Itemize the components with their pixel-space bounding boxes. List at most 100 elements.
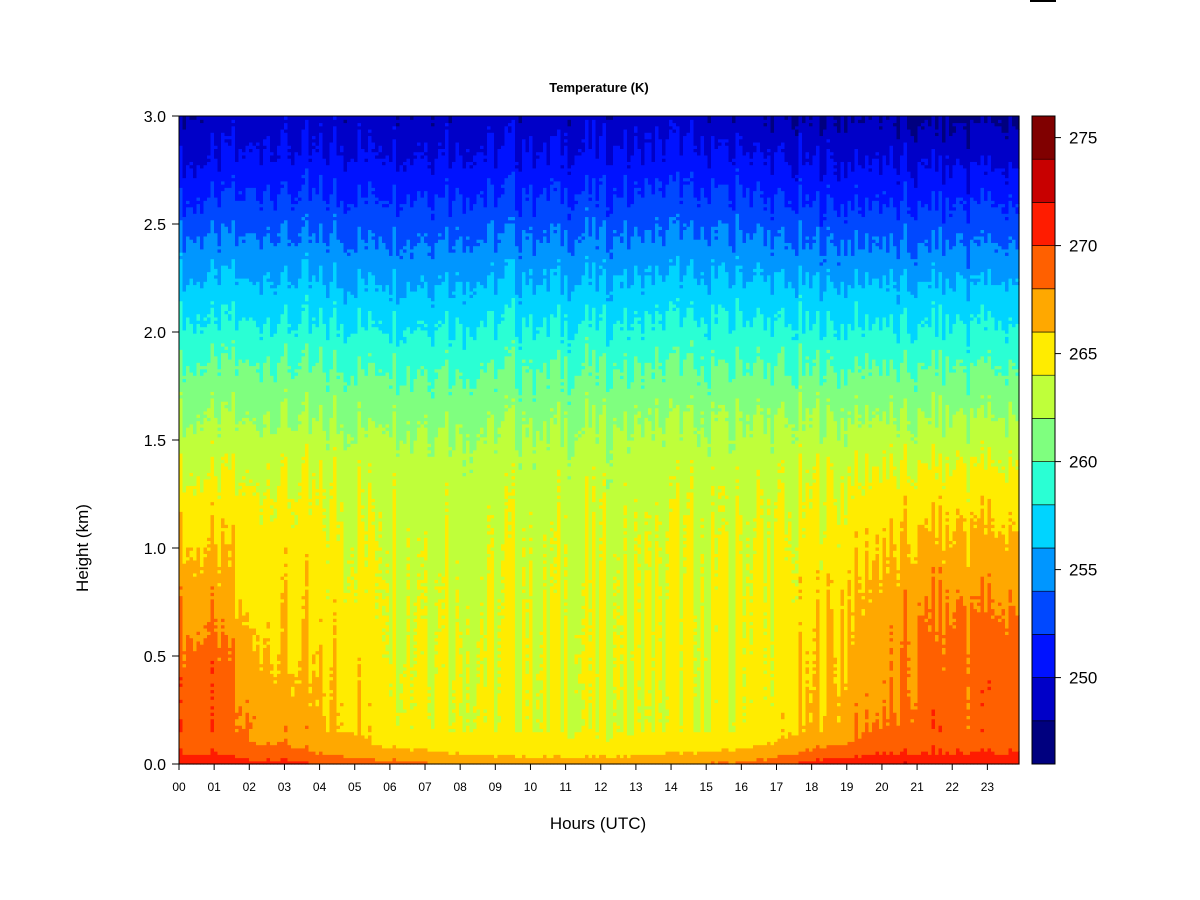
heatmap-cell xyxy=(399,699,404,713)
heatmap-cell xyxy=(284,119,289,124)
heatmap-cell xyxy=(536,154,541,159)
heatmap-cell xyxy=(210,300,215,305)
heatmap-cell xyxy=(466,116,471,149)
heatmap-cell xyxy=(228,232,233,269)
heatmap-cell xyxy=(466,433,471,438)
heatmap-cell xyxy=(823,213,828,218)
heatmap-cell xyxy=(707,731,712,752)
heatmap-cell xyxy=(658,427,663,522)
heatmap-cell xyxy=(588,582,593,610)
heatmap-cell xyxy=(329,417,334,483)
heatmap-cell xyxy=(847,161,852,201)
heatmap-cell xyxy=(427,702,432,713)
heatmap-cell xyxy=(294,683,299,749)
heatmap-cell xyxy=(683,135,688,179)
heatmap-cell xyxy=(217,585,222,648)
heatmap-cell xyxy=(228,469,233,545)
heatmap-cell xyxy=(532,446,537,451)
heatmap-cell xyxy=(581,718,586,726)
heatmap-cell xyxy=(543,543,548,548)
heatmap-cell xyxy=(868,488,873,580)
heatmap-cell xyxy=(497,278,502,324)
heatmap-cell xyxy=(644,362,649,418)
heatmap-cell xyxy=(179,731,184,749)
heatmap-cell xyxy=(893,284,898,289)
heatmap-cell xyxy=(490,550,495,755)
heatmap-cell xyxy=(837,265,842,295)
heatmap-cell xyxy=(375,598,380,603)
heatmap-cell xyxy=(679,621,684,645)
heatmap-cell xyxy=(284,576,289,580)
heatmap-cell xyxy=(259,333,264,337)
heatmap-cell xyxy=(511,475,516,480)
heatmap-cell xyxy=(865,154,870,198)
heatmap-cell xyxy=(679,284,684,289)
heatmap-cell xyxy=(651,731,656,755)
heatmap-cell xyxy=(350,563,355,567)
heatmap-cell xyxy=(280,187,285,224)
heatmap-cell xyxy=(893,167,898,208)
heatmap-cell xyxy=(518,297,523,302)
heatmap-cell xyxy=(518,255,523,260)
heatmap-cell xyxy=(494,294,499,341)
heatmap-cell xyxy=(203,627,208,639)
heatmap-cell xyxy=(480,148,485,153)
heatmap-cell xyxy=(217,245,222,250)
heatmap-cell xyxy=(574,731,579,759)
heatmap-cell xyxy=(326,206,331,211)
heatmap-cell xyxy=(658,368,663,428)
heatmap-cell xyxy=(291,203,296,208)
heatmap-cell xyxy=(375,284,380,289)
heatmap-cell xyxy=(382,605,387,616)
heatmap-cell xyxy=(718,265,723,305)
heatmap-cell xyxy=(798,631,803,752)
heatmap-cell xyxy=(434,650,439,655)
heatmap-cell xyxy=(266,627,271,639)
heatmap-cell xyxy=(630,381,635,435)
heatmap-cell xyxy=(550,116,555,137)
heatmap-cell xyxy=(438,572,443,577)
heatmap-cell xyxy=(179,589,184,597)
heatmap-cell xyxy=(826,456,831,574)
heatmap-cell xyxy=(497,676,502,684)
heatmap-cell xyxy=(907,475,912,480)
heatmap-cell xyxy=(851,116,856,124)
heatmap-cell xyxy=(459,375,464,380)
heatmap-cell xyxy=(179,718,184,733)
heatmap-cell xyxy=(847,741,852,759)
heatmap-cell xyxy=(886,206,891,253)
heatmap-cell xyxy=(315,491,320,496)
heatmap-cell xyxy=(221,517,226,529)
heatmap-cell xyxy=(273,744,278,762)
heatmap-cell xyxy=(767,533,772,538)
heatmap-cell xyxy=(704,336,709,383)
heatmap-cell xyxy=(847,757,852,765)
heatmap-cell xyxy=(882,116,887,156)
heatmap-cell xyxy=(805,482,810,652)
heatmap-cell xyxy=(875,200,880,237)
heatmap-cell xyxy=(613,657,618,661)
heatmap-cell xyxy=(270,287,275,337)
heatmap-cell xyxy=(840,323,845,370)
heatmap-cell xyxy=(508,524,513,532)
heatmap-cell xyxy=(746,281,751,321)
heatmap-cell xyxy=(865,197,870,234)
heatmap-cell xyxy=(291,511,296,516)
heatmap-cell xyxy=(539,653,544,658)
heatmap-cell xyxy=(252,284,257,321)
heatmap-cell xyxy=(347,585,352,590)
heatmap-cell xyxy=(434,436,439,580)
heatmap-cell xyxy=(539,647,544,655)
heatmap-cell xyxy=(634,125,639,133)
heatmap-cell xyxy=(284,219,289,266)
heatmap-cell xyxy=(322,488,327,493)
heatmap-cell xyxy=(809,488,814,499)
heatmap-cell xyxy=(889,647,894,655)
heatmap-cell xyxy=(406,747,411,762)
heatmap-cell xyxy=(763,602,768,613)
heatmap-cell xyxy=(399,258,404,299)
heatmap-cell xyxy=(294,151,299,198)
heatmap-cell xyxy=(816,394,821,399)
heatmap-cell xyxy=(312,187,317,234)
heatmap-cell xyxy=(665,715,670,720)
